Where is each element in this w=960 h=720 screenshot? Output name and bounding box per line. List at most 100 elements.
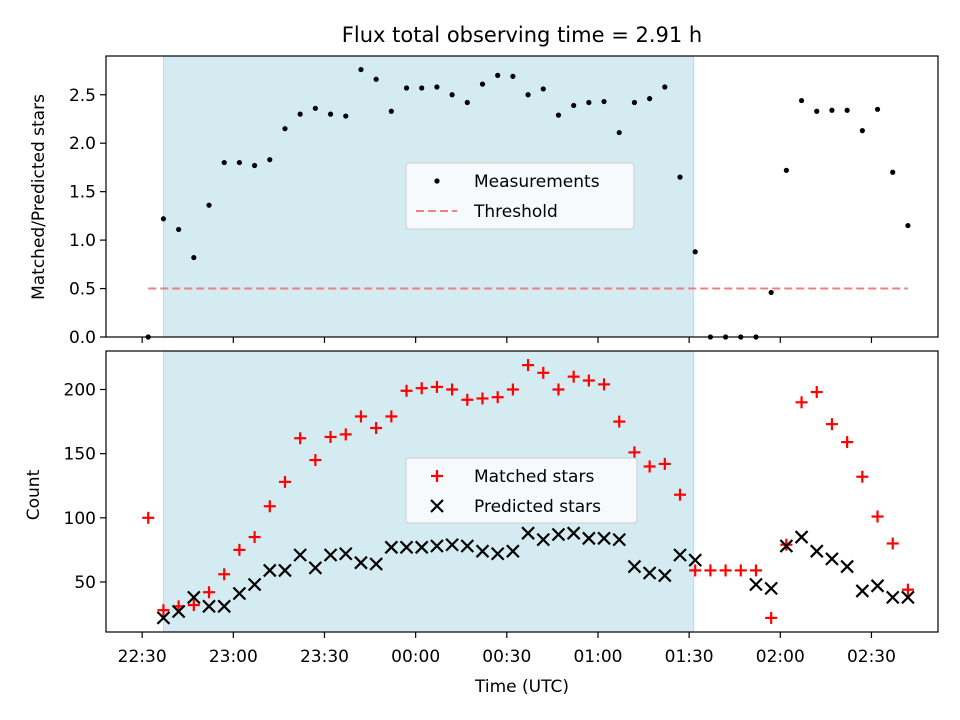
predicted-star-point — [354, 555, 368, 570]
predicted-star-point — [399, 540, 414, 555]
matched-star-point — [901, 583, 914, 596]
matched-star-point — [324, 430, 337, 443]
measurement-point — [768, 289, 774, 296]
x-tick-label: 23:00 — [209, 647, 258, 667]
predicted-star-point — [369, 557, 383, 571]
matched-star-point — [187, 599, 200, 612]
measurement-point — [206, 202, 212, 208]
matched-star-point — [825, 418, 838, 431]
matched-star-point — [674, 488, 687, 501]
y-tick-label: 50 — [74, 573, 96, 593]
bottom-axes-frame — [105, 350, 939, 633]
measurement-point — [905, 222, 911, 229]
matched-star-point — [446, 383, 459, 396]
predicted-star-point — [582, 531, 596, 546]
predicted-star-point — [870, 579, 885, 593]
matched-star-point — [506, 383, 519, 396]
predicted-star-point — [794, 530, 809, 544]
measurement-point — [312, 105, 318, 111]
matched-star-point — [658, 457, 671, 470]
predicted-star-point — [171, 604, 186, 619]
predicted-star-point — [642, 566, 657, 580]
predicted-star-point — [475, 544, 490, 558]
bottom-y-axis-label: Count — [24, 469, 44, 520]
matched-star-point — [294, 432, 307, 445]
matched-star-point — [765, 611, 778, 624]
measurement-point — [601, 98, 607, 105]
measurement-point — [221, 159, 227, 166]
matched-star-point — [354, 410, 367, 423]
y-tick-label: 2.0 — [69, 134, 96, 154]
predicted-star-point — [521, 526, 535, 540]
x-tick-label: 01:00 — [573, 647, 622, 667]
measurement-point — [555, 112, 562, 118]
matched-star-point — [522, 359, 535, 372]
y-tick-label: 1.0 — [69, 231, 96, 251]
predicted-star-point — [627, 559, 642, 574]
legend-measurements-label: Measurements — [474, 172, 600, 192]
measurement-point — [692, 249, 698, 255]
predicted-star-point — [278, 563, 292, 578]
predicted-star-point — [658, 568, 672, 583]
measurement-point — [343, 113, 349, 119]
bottom-y-axis: 50 100 150 200 — [64, 380, 106, 593]
predicted-star-point — [323, 548, 338, 562]
measurement-point — [798, 97, 805, 104]
matched-star-point — [871, 510, 884, 523]
measurement-point — [540, 86, 546, 92]
x-tick-label: 00:00 — [391, 647, 440, 667]
predicted-star-point — [506, 544, 520, 558]
predicted-star-point — [263, 563, 277, 578]
predicted-star-point — [338, 546, 353, 561]
predicted-star-point — [764, 581, 778, 596]
measurement-point — [297, 111, 303, 117]
measurement-point — [874, 106, 881, 112]
top-panel: 0.0 0.5 1.0 1.5 2.0 2.5 Matched/Predicted sta… — [29, 55, 939, 348]
predicted-star-point — [673, 548, 687, 562]
y-tick-label: 1.5 — [69, 183, 96, 203]
matched-star-point — [339, 428, 352, 441]
measurement-point — [525, 92, 531, 98]
bottom-panel: 50 100 150 200 22:30 23:00 23:30 00:00 00:30 01:… — [24, 350, 939, 697]
matched-star-point — [476, 392, 489, 405]
matched-star-point — [810, 386, 823, 399]
matched-star-point — [218, 568, 231, 581]
measurement-point — [647, 96, 653, 102]
measurement-point — [859, 128, 865, 134]
measurement-point — [327, 111, 334, 117]
measurement-point — [236, 159, 242, 166]
predicted-star-point — [749, 577, 763, 592]
measurement-point — [434, 84, 440, 90]
measurement-point — [449, 92, 455, 98]
top-x-ticks — [141, 337, 873, 343]
measurement-point — [677, 174, 683, 180]
measurement-point — [464, 99, 470, 106]
x-tick-label: 02:30 — [847, 647, 896, 667]
top-y-axis: 0.0 0.5 1.0 1.5 2.0 2.5 — [69, 86, 106, 348]
top-axes-frame — [105, 55, 939, 338]
legend-threshold-label: Threshold — [473, 202, 558, 222]
predicted-star-point — [232, 586, 247, 601]
predicted-star-point — [597, 531, 611, 546]
measurement-point — [495, 72, 501, 78]
measurement-point — [586, 99, 592, 106]
predicted-star-point — [490, 546, 505, 561]
y-tick-label: 100 — [64, 509, 96, 529]
x-tick-label: 22:30 — [118, 647, 167, 667]
chart-title: Flux total observing time = 2.91 h — [342, 23, 702, 47]
predicted-star-point — [688, 553, 702, 567]
measurement-point — [479, 81, 486, 87]
bottom-legend-box — [405, 457, 638, 524]
legend-predicted-marker — [430, 499, 444, 513]
measurement-point — [616, 129, 622, 136]
x-tick-label: 23:30 — [300, 647, 349, 667]
y-tick-label: 150 — [64, 445, 96, 465]
x-tick-label: 00:30 — [482, 647, 531, 667]
matched-star-point — [749, 564, 762, 577]
bottom-legend: Matched stars Predicted stars — [405, 457, 638, 524]
measurement-point — [267, 157, 273, 163]
matched-star-point — [582, 374, 595, 387]
matched-star-point — [415, 382, 428, 395]
predicted-star-point — [566, 526, 581, 540]
